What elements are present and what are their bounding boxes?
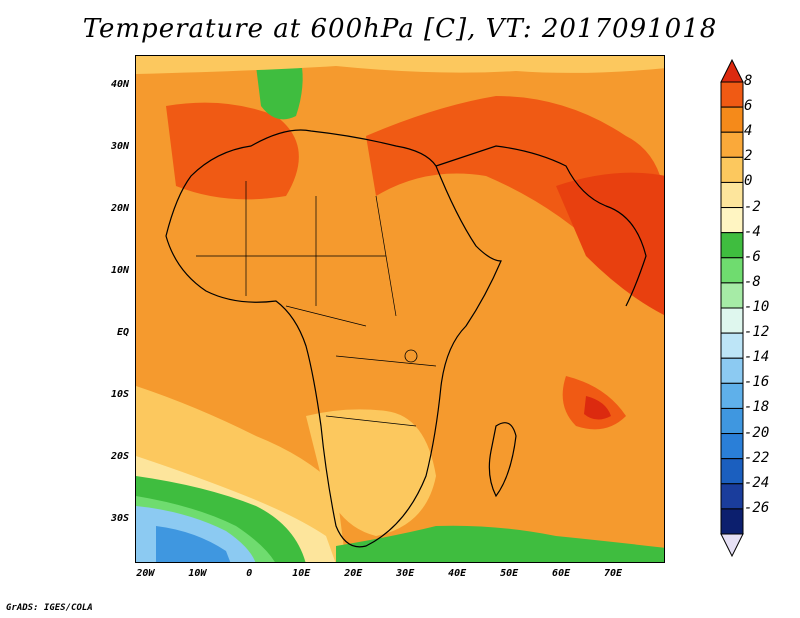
lon-label: 10E [292, 568, 311, 579]
lat-label: EQ [116, 326, 129, 338]
northwest-warm-fill [166, 102, 299, 200]
colorbar-swatch [720, 181, 744, 209]
colorbar-label: 4 [744, 123, 753, 140]
lon-label: 30E [396, 568, 415, 579]
lake-victoria [404, 349, 418, 363]
colorbar-label: -12 [744, 324, 770, 341]
colorbar-swatch [720, 106, 744, 133]
colorbar-swatch [720, 458, 744, 485]
colorbar-label: 8 [744, 73, 753, 89]
colorbar-swatch [720, 382, 744, 409]
indian-ocean-hot-fill [584, 396, 611, 420]
arabia-india-coastline [435, 145, 647, 307]
colorbar-swatch [720, 307, 744, 334]
lon-label: 60E [552, 568, 571, 579]
colorbar-label: 6 [744, 98, 753, 115]
colorbar-label: -8 [744, 273, 761, 290]
colorbar-label: -10 [744, 299, 770, 315]
colder-pool-fill [156, 526, 231, 562]
africa-coastline [165, 129, 502, 548]
grads-credit: GrADS: IGES/COLA [6, 603, 93, 613]
colorbar-swatch [720, 156, 744, 183]
lon-label: 10W [188, 568, 207, 579]
colorbar-label: -24 [744, 474, 770, 491]
colorbar-label: 2 [744, 148, 753, 165]
map-panel [135, 55, 665, 563]
north-edge-fill [136, 56, 664, 74]
colorbar-label: -4 [744, 223, 761, 240]
colorbar-label: -14 [744, 349, 770, 366]
chart-title: Temperature at 600hPa [C], VT: 201709101… [82, 14, 718, 44]
colorbar-label: 0 [744, 173, 753, 190]
temperature-map [136, 56, 664, 562]
lon-label: 0 [246, 568, 253, 579]
colorbar-swatch [720, 433, 744, 460]
southeast-green-fill [336, 525, 664, 562]
lat-label: 30N [110, 140, 129, 152]
colorbar-label: -2 [744, 198, 761, 215]
colorbar-label: -26 [744, 499, 770, 516]
colorbar-swatch [720, 282, 744, 309]
colorbar-swatch [720, 207, 744, 234]
colorbar-swatch [720, 131, 744, 158]
colorbar-top-arrow [720, 58, 744, 83]
south-africa-fill [306, 409, 436, 536]
colorbar-swatch [720, 232, 744, 259]
colorbar-swatch [720, 407, 744, 435]
lat-label: 30S [110, 512, 129, 524]
colorbar-label: -16 [744, 374, 770, 391]
country-borders [196, 181, 437, 427]
lon-label: 40E [448, 568, 467, 579]
colorbar-swatch [720, 81, 744, 108]
lat-label: 10N [110, 264, 129, 276]
lat-label: 20N [110, 202, 129, 214]
lon-label: 20W [136, 568, 155, 579]
colorbar-swatch [720, 332, 744, 359]
colorbar-swatch [720, 508, 744, 535]
madagascar-coastline [488, 422, 517, 498]
colorbar-bottom-arrow [720, 533, 744, 558]
colorbar-swatch [720, 483, 744, 510]
lon-label: 50E [500, 568, 519, 579]
colorbar-label: -6 [744, 248, 761, 265]
colorbar-swatch [720, 357, 744, 384]
colorbar-label: -18 [744, 399, 770, 416]
mediterranean-cool-fill [256, 59, 303, 120]
colorbar-swatch [720, 257, 744, 284]
colorbar-label: -22 [744, 449, 770, 466]
lon-label: 20E [344, 568, 363, 579]
lat-label: 20S [110, 450, 129, 462]
colorbar-label: -20 [744, 424, 770, 441]
lat-label: 40N [110, 78, 129, 90]
colorbar [720, 58, 744, 558]
lat-label: 10S [110, 388, 129, 400]
lon-label: 70E [604, 568, 623, 579]
